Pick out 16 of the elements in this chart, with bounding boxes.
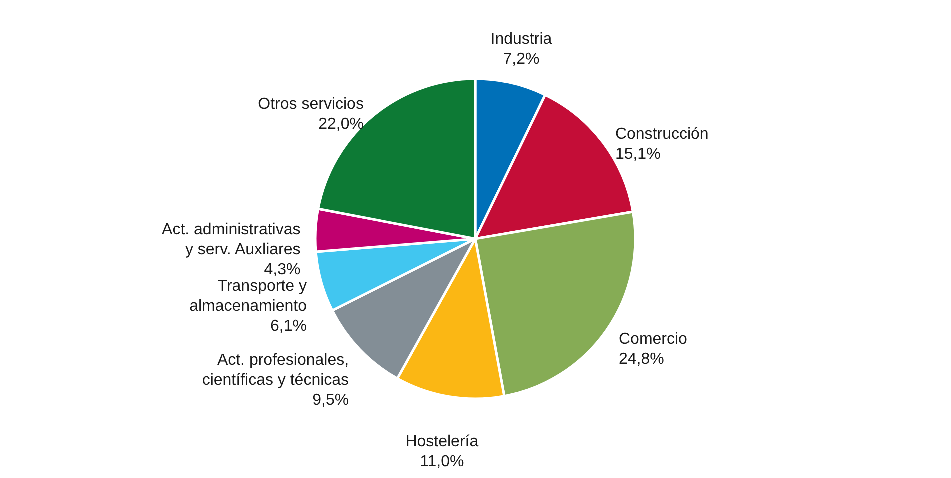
slice-label: Otros servicios xyxy=(258,96,364,114)
data-label: 24,8% xyxy=(618,351,664,368)
slice-label: Transporte y almacenamiento xyxy=(190,278,308,316)
slice-label: Act. administrativas y serv. Auxliares xyxy=(162,222,301,259)
slice-label: Hostelería xyxy=(406,433,479,450)
data-label: 4,3% xyxy=(264,262,301,279)
data-label: 6,1% xyxy=(270,318,307,336)
data-label: 11,0% xyxy=(420,453,464,470)
slice-label: Construcción xyxy=(615,126,709,143)
data-label: 22,0% xyxy=(318,116,364,134)
data-label: 7,2% xyxy=(503,51,540,68)
data-label: 15,1% xyxy=(615,146,661,163)
data-label: 9,5% xyxy=(312,392,350,409)
slice-label: Industria xyxy=(490,31,552,48)
slice-label: Comercio xyxy=(618,331,688,348)
slice-label: Act. profesionales, científicas y técnicas xyxy=(202,352,350,389)
